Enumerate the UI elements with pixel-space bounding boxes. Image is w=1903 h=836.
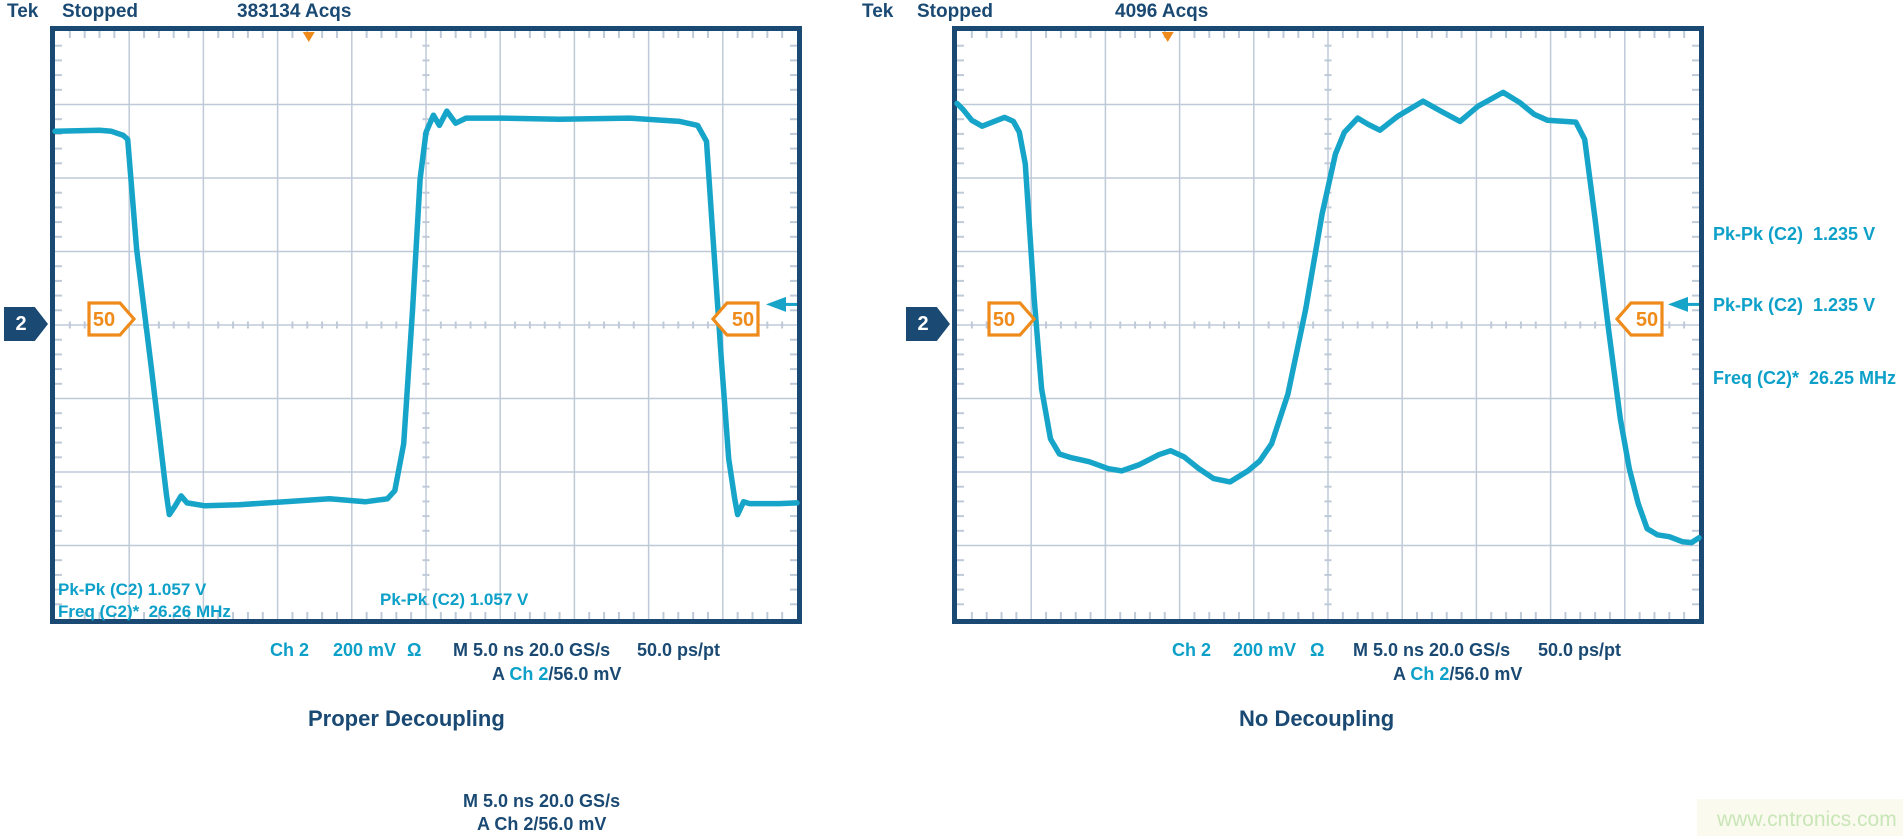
trigger-position-icon — [1161, 32, 1174, 42]
scope0-trigger-channel: Ch 2 — [509, 664, 549, 684]
scope1-trigger-channel: Ch 2 — [1410, 664, 1450, 684]
scope0-brand: Tek — [7, 1, 39, 22]
scope0-trigger-prefix: A — [492, 664, 510, 684]
scope1-timebase-label: M 5.0 ns 20.0 GS/s — [1353, 640, 1511, 660]
scope1-trigger-prefix: A — [1393, 664, 1411, 684]
watermark-text: www.cntronics.com — [1717, 808, 1897, 831]
scope0-trigger-level: /56.0 mV — [548, 664, 622, 684]
scope0-trigger-readout: A Ch 2/56.0 mV — [492, 664, 621, 685]
scope0-channel2-badge: 2 — [4, 307, 48, 341]
scope0-measurement-pkpk-center: Pk-Pk (C2) 1.057 V — [380, 590, 529, 609]
scope1-impedance-label: Ω — [1310, 640, 1325, 660]
scope1-volts-per-div: 200 mV — [1233, 640, 1297, 660]
scope1-trigger-level: /56.0 mV — [1449, 664, 1523, 684]
scope0-channel-label: Ch 2 — [270, 640, 310, 660]
scope1-annotation-pkpk-1: Pk-Pk (C2) 1.235 V — [1713, 224, 1876, 244]
footer-trigger-label: A Ch 2/56.0 mV — [477, 814, 607, 834]
caption-proper-decoupling: Proper Decoupling — [308, 706, 505, 731]
trigger-level-arrow-icon — [1668, 296, 1688, 312]
scope0-status: Stopped — [62, 1, 138, 22]
scope1-brand: Tek — [862, 1, 894, 22]
scope1-level50-marker-left: 50 — [987, 301, 1037, 337]
scope0-volts-per-div: 200 mV — [333, 640, 397, 660]
scope1-level50-marker-right: 50 — [1614, 301, 1664, 337]
trigger-level-arrow-icon — [766, 296, 786, 312]
scope1-trigger-readout: A Ch 2/56.0 mV — [1393, 664, 1522, 685]
scope1-annotation-pkpk-2: Pk-Pk (C2) 1.235 V — [1713, 295, 1876, 315]
scope0-acquisition-count: 383134 Acqs — [237, 1, 352, 22]
footer-timebase-label: M 5.0 ns 20.0 GS/s — [463, 791, 621, 811]
watermark-background — [1697, 799, 1903, 836]
scope1-resolution-label: 50.0 ps/pt — [1538, 640, 1622, 660]
trigger-position-icon — [302, 32, 315, 42]
scope1-channel2-badge: 2 — [906, 307, 950, 341]
scope0-graticule — [50, 26, 802, 624]
scope1-graticule — [952, 26, 1704, 624]
scope0-measurement-pkpk: Pk-Pk (C2) 1.057 V — [58, 580, 207, 599]
scope0-level50-marker-left: 50 — [87, 301, 137, 337]
scope0-impedance-label: Ω — [407, 640, 422, 660]
caption-no-decoupling: No Decoupling — [1239, 706, 1395, 731]
scope1-annotation-freq: Freq (C2)* 26.25 MHz — [1713, 368, 1897, 388]
scope1-level50-right-label: 50 — [1636, 309, 1658, 331]
scope0-level50-marker-right: 50 — [710, 301, 760, 337]
scope0-resolution-label: 50.0 ps/pt — [637, 640, 721, 660]
scope0-timebase-label: M 5.0 ns 20.0 GS/s — [453, 640, 611, 660]
scope0-measurement-freq: Freq (C2)* 26.26 MHz — [58, 602, 231, 621]
scope1-acquisition-count: 4096 Acqs — [1115, 1, 1209, 22]
scope1-channel-label: Ch 2 — [1172, 640, 1212, 660]
scope1-status: Stopped — [917, 1, 993, 22]
scope1-level50-left-label: 50 — [993, 309, 1015, 331]
scope0-level50-left-label: 50 — [93, 309, 115, 331]
scope0-level50-right-label: 50 — [732, 309, 754, 331]
